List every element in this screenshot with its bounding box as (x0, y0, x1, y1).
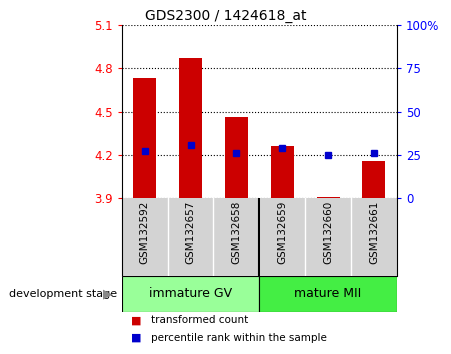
Text: GSM132657: GSM132657 (185, 201, 196, 264)
Text: percentile rank within the sample: percentile rank within the sample (151, 333, 327, 343)
Bar (271, 146, 294, 198)
Bar (259, 276, 397, 312)
Bar (179, 58, 202, 198)
Bar (122, 276, 259, 312)
Text: mature MII: mature MII (295, 287, 362, 300)
Text: transformed count: transformed count (151, 315, 249, 325)
Text: GSM132660: GSM132660 (323, 201, 333, 264)
Bar (363, 161, 386, 198)
Text: development stage: development stage (9, 289, 117, 299)
Text: ■: ■ (131, 333, 141, 343)
Text: GSM132661: GSM132661 (369, 201, 379, 264)
Text: immature GV: immature GV (149, 287, 232, 300)
Text: ▶: ▶ (103, 287, 113, 300)
Text: GSM132659: GSM132659 (277, 201, 287, 264)
Bar (225, 117, 248, 198)
Bar (317, 197, 340, 198)
Bar (133, 78, 156, 198)
Text: GDS2300 / 1424618_at: GDS2300 / 1424618_at (145, 9, 306, 23)
Text: ■: ■ (131, 315, 141, 325)
Text: GSM132658: GSM132658 (231, 201, 241, 264)
Text: GSM132592: GSM132592 (140, 201, 150, 264)
